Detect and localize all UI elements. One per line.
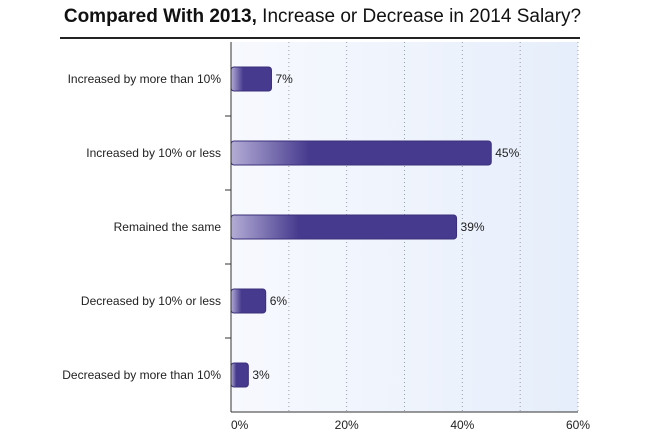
axes: 0% 20% 40% 60% — [225, 42, 590, 432]
category-label-4: Decreased by more than 10% — [62, 368, 221, 382]
chart-title-bold: Compared With 2013, — [63, 6, 257, 27]
chart-title-rest: Increase or Decrease in 2014 Salary? — [262, 6, 582, 27]
category-label-0: Increased by more than 10% — [68, 72, 222, 86]
bar-4 — [230, 362, 249, 388]
value-label-3: 6% — [270, 294, 288, 308]
x-tick-label-0: 0% — [231, 418, 249, 432]
bar-3 — [230, 288, 267, 314]
category-label-2: Remained the same — [114, 220, 222, 234]
bar-2 — [230, 214, 458, 240]
category-label-1: Increased by 10% or less — [86, 146, 221, 160]
bar-0 — [230, 66, 272, 92]
bar-1 — [230, 140, 492, 166]
value-label-1: 45% — [495, 146, 519, 160]
x-tick-label-1: 20% — [335, 418, 359, 432]
bars: 7% Increased by more than 10% 45% Increased… — [62, 66, 520, 388]
value-label-4: 3% — [252, 368, 270, 382]
chart-title: Compared With 2013, Increase or Decrease… — [0, 6, 645, 28]
category-label-3: Decreased by 10% or less — [81, 294, 221, 308]
value-label-2: 39% — [461, 220, 485, 234]
x-tick-label-3: 60% — [566, 418, 590, 432]
title-underline — [60, 37, 580, 39]
x-tick-label-2: 40% — [450, 418, 474, 432]
value-label-0: 7% — [275, 72, 293, 86]
